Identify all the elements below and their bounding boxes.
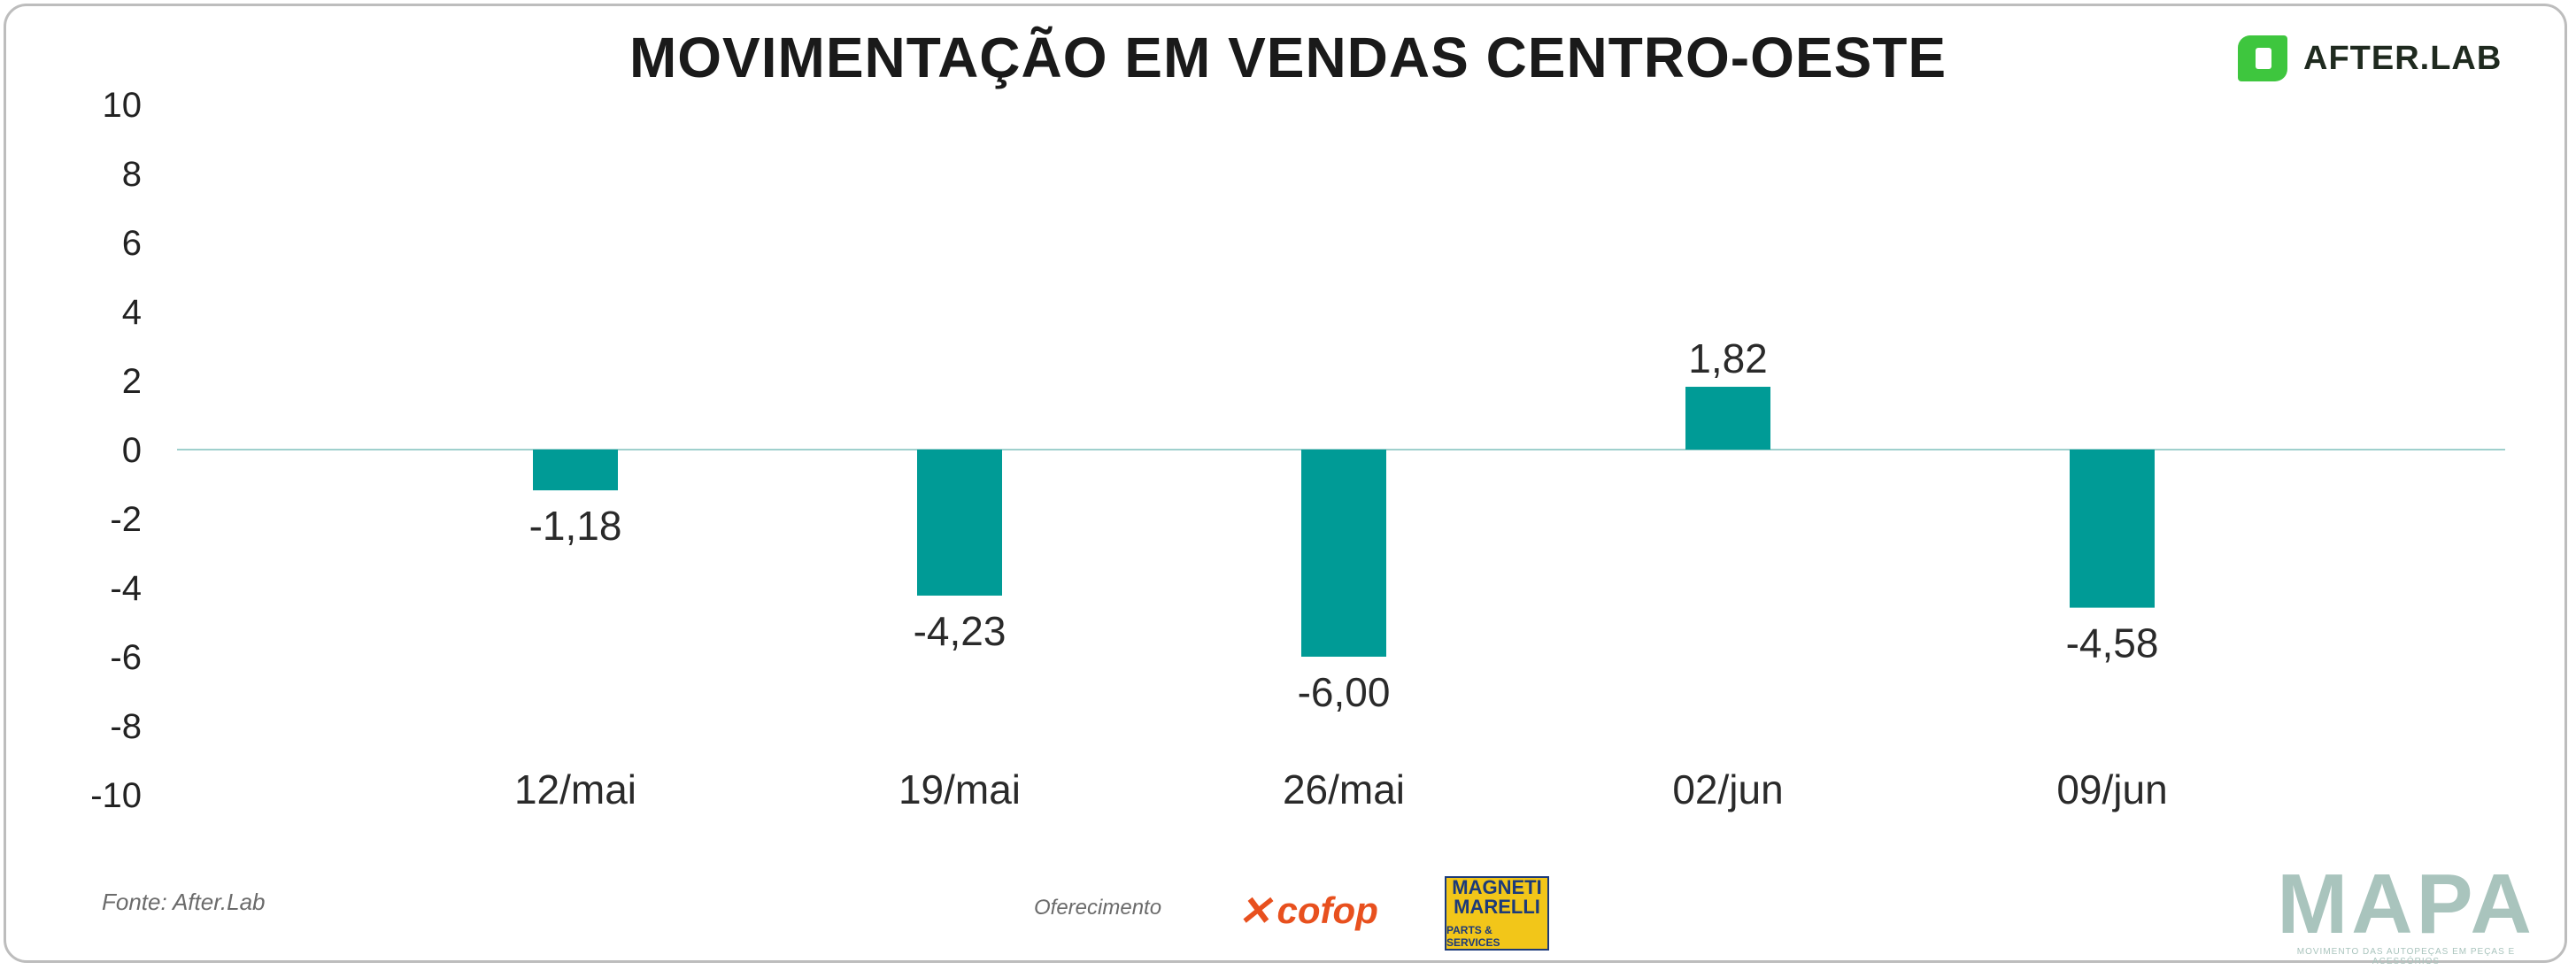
y-tick-label: 4: [122, 293, 142, 332]
marelli-line3: PARTS & SERVICES: [1446, 924, 1500, 949]
category-label: 02/jun: [1672, 766, 1783, 812]
y-axis: -10 -8 -6 -4 -2 0 2 4 6 8 10: [90, 86, 142, 815]
bars: [533, 387, 2155, 657]
y-tick-label: 10: [103, 86, 143, 125]
bar: [2070, 450, 2155, 608]
mapa-tagline: MOVIMENTO DAS AUTOPEÇAS EM PEÇAS E ACESS…: [2296, 947, 2516, 966]
magneti-marelli-logo: MAGNETI MARELLI PARTS & SERVICES: [1445, 876, 1549, 951]
cofop-mark-icon: ✕: [1238, 888, 1272, 934]
data-label: -1,18: [529, 503, 622, 549]
afterlab-logo-text: AFTER.LAB: [2303, 39, 2503, 77]
y-tick-label: -4: [110, 569, 142, 608]
y-tick-label: -10: [90, 776, 142, 815]
cofop-logo: ✕ cofop: [1238, 887, 1378, 935]
afterlab-logo-icon: [2238, 35, 2287, 81]
category-label: 26/mai: [1283, 766, 1405, 812]
afterlab-logo: AFTER.LAB: [2238, 35, 2502, 81]
y-tick-label: 0: [122, 431, 142, 470]
marelli-line2: MARELLI: [1454, 896, 1540, 918]
mapa-logo-text: MAPA: [2277, 857, 2535, 951]
category-label: 19/mai: [899, 766, 1021, 812]
bar: [1301, 450, 1386, 657]
mapa-logo: MAPA MOVIMENTO DAS AUTOPEÇAS EM PEÇAS E …: [2273, 857, 2539, 967]
bar: [533, 450, 618, 491]
y-tick-label: 6: [122, 224, 142, 263]
data-labels: -1,18 -4,23 -6,00 1,82 -4,58: [529, 335, 2159, 715]
cofop-logo-text: cofop: [1276, 889, 1378, 931]
data-label: 1,82: [1688, 335, 1768, 381]
y-tick-label: -2: [110, 500, 142, 539]
source-note: Fonte: After.Lab: [102, 889, 266, 915]
y-tick-label: 8: [122, 155, 142, 194]
data-label: -4,58: [2066, 620, 2159, 666]
y-tick-label: -8: [110, 707, 142, 746]
category-label: 09/jun: [2056, 766, 2167, 812]
data-label: -4,23: [914, 608, 1006, 654]
chart-title: MOVIMENTAÇÃO EM VENDAS CENTRO-OESTE: [629, 26, 1947, 89]
y-tick-label: 2: [122, 362, 142, 401]
marelli-line1: MAGNETI: [1452, 876, 1542, 898]
category-label: 12/mai: [514, 766, 636, 812]
bar: [1685, 387, 1770, 450]
x-axis: 12/mai 19/mai 26/mai 02/jun 09/jun: [514, 766, 2168, 812]
data-label: -6,00: [1298, 669, 1391, 715]
sponsor-caption: Oferecimento: [1034, 896, 1162, 920]
y-tick-label: -6: [110, 638, 142, 677]
bar: [917, 450, 1002, 596]
